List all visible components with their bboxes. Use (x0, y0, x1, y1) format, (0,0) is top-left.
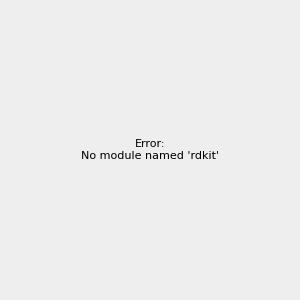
Text: Error:
No module named 'rdkit': Error: No module named 'rdkit' (81, 139, 219, 161)
